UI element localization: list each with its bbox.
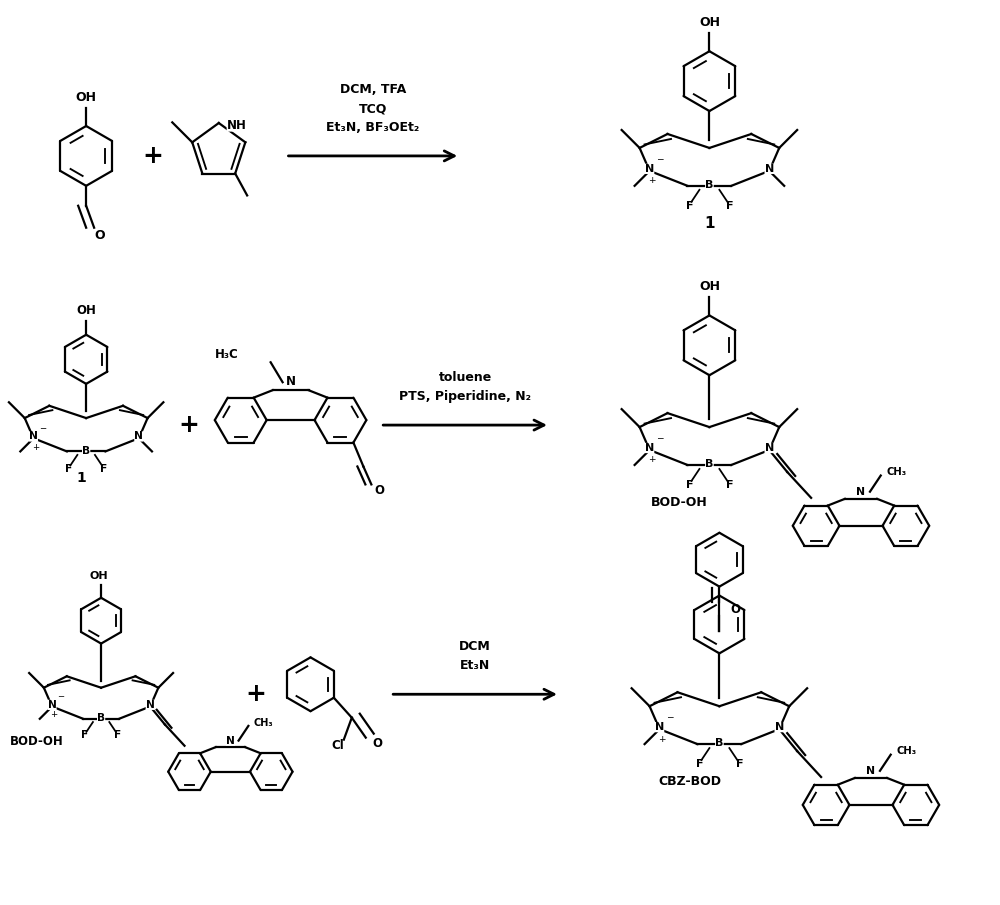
Text: Cl: Cl bbox=[331, 739, 344, 752]
Text: N: N bbox=[775, 722, 784, 732]
Text: N: N bbox=[765, 164, 774, 174]
Text: −: − bbox=[57, 692, 64, 701]
Text: B: B bbox=[82, 445, 90, 455]
Text: +: + bbox=[178, 413, 199, 437]
Text: +: + bbox=[32, 443, 39, 452]
Text: N: N bbox=[856, 487, 866, 497]
Text: F: F bbox=[726, 480, 733, 490]
Text: −: − bbox=[39, 424, 46, 433]
Text: F: F bbox=[100, 464, 107, 474]
Text: +: + bbox=[658, 735, 665, 744]
Text: 1: 1 bbox=[704, 216, 715, 231]
Text: +: + bbox=[245, 682, 266, 706]
Text: F: F bbox=[736, 759, 743, 769]
Text: F: F bbox=[686, 201, 693, 211]
Text: O: O bbox=[95, 229, 105, 243]
Text: Et₃N: Et₃N bbox=[460, 660, 490, 672]
Text: DCM: DCM bbox=[459, 641, 491, 653]
Text: O: O bbox=[730, 603, 740, 616]
Text: F: F bbox=[696, 759, 703, 769]
Text: F: F bbox=[114, 730, 121, 740]
Text: OH: OH bbox=[699, 281, 720, 293]
Text: N: N bbox=[866, 767, 876, 776]
Text: F: F bbox=[726, 201, 733, 211]
Text: +: + bbox=[648, 176, 655, 186]
Text: N: N bbox=[226, 736, 235, 746]
Text: F: F bbox=[65, 464, 72, 474]
Text: CH₃: CH₃ bbox=[886, 467, 906, 477]
Text: +: + bbox=[143, 144, 163, 168]
Text: O: O bbox=[374, 484, 384, 497]
Text: OH: OH bbox=[76, 91, 97, 104]
Text: H₃C: H₃C bbox=[215, 348, 239, 361]
Text: N: N bbox=[286, 376, 296, 388]
Text: B: B bbox=[715, 738, 724, 748]
Text: DCM, TFA: DCM, TFA bbox=[340, 83, 406, 96]
Text: BOD-OH: BOD-OH bbox=[9, 735, 63, 748]
Text: NH: NH bbox=[227, 119, 247, 131]
Text: B: B bbox=[705, 459, 714, 469]
Text: CH₃: CH₃ bbox=[253, 718, 273, 728]
Text: N: N bbox=[645, 164, 654, 174]
Text: N: N bbox=[134, 432, 143, 442]
Text: F: F bbox=[81, 730, 88, 740]
Text: PTS, Piperidine, N₂: PTS, Piperidine, N₂ bbox=[399, 390, 531, 403]
Text: OH: OH bbox=[90, 571, 108, 581]
Text: F: F bbox=[686, 480, 693, 490]
Text: N: N bbox=[146, 700, 155, 710]
Text: −: − bbox=[666, 712, 673, 721]
Text: 1: 1 bbox=[76, 471, 86, 485]
Text: N: N bbox=[655, 722, 664, 732]
Text: OH: OH bbox=[76, 304, 96, 317]
Text: Et₃N, BF₃OEt₂: Et₃N, BF₃OEt₂ bbox=[326, 121, 419, 134]
Text: N: N bbox=[29, 432, 38, 442]
Text: B: B bbox=[705, 180, 714, 190]
Text: TCQ: TCQ bbox=[359, 102, 387, 115]
Text: BOD-OH: BOD-OH bbox=[651, 496, 708, 510]
Text: −: − bbox=[656, 433, 663, 443]
Text: toluene: toluene bbox=[438, 371, 492, 385]
Text: +: + bbox=[50, 710, 57, 719]
Text: CH₃: CH₃ bbox=[896, 746, 916, 756]
Text: N: N bbox=[48, 700, 56, 710]
Text: −: − bbox=[656, 155, 663, 164]
Text: N: N bbox=[765, 443, 774, 453]
Text: B: B bbox=[97, 713, 105, 723]
Text: OH: OH bbox=[699, 16, 720, 29]
Text: N: N bbox=[645, 443, 654, 453]
Text: O: O bbox=[373, 737, 383, 750]
Text: +: + bbox=[648, 455, 655, 464]
Text: CBZ-BOD: CBZ-BOD bbox=[658, 776, 721, 788]
